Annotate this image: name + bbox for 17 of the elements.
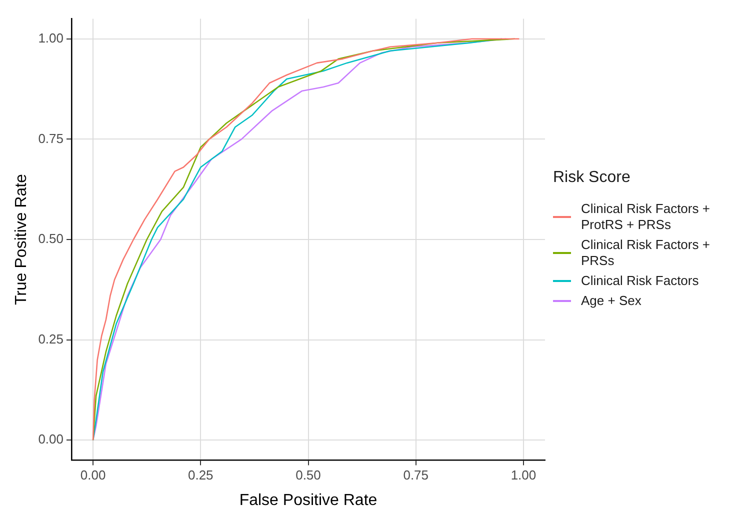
y-tick-label: 0.00	[38, 432, 64, 447]
x-tick-label: 0.25	[188, 468, 214, 483]
y-tick-label: 0.75	[38, 130, 64, 146]
legend-title: Risk Score	[553, 169, 632, 187]
legend-label: Clinical Risk Factors	[581, 273, 700, 289]
y-axis-title: True Positive Rate	[13, 174, 30, 306]
x-tick-label: 0.00	[80, 468, 106, 483]
x-tick-label: 0.75	[403, 468, 429, 483]
y-tick-label: 0.25	[38, 331, 64, 346]
x-axis-title: False Positive Rate	[239, 492, 378, 509]
legend-label: Age + Sex	[581, 293, 642, 309]
x-tick-label: 1.00	[510, 468, 536, 483]
y-tick-label: 0.50	[38, 231, 64, 246]
legend-label: Clinical Risk Factors + PRSs	[581, 237, 711, 269]
y-tick-label: 1.00	[38, 30, 64, 46]
legend-label: Clinical Risk Factors + ProtRS + PRSs	[581, 201, 711, 233]
x-tick-label: 0.50	[296, 468, 321, 483]
